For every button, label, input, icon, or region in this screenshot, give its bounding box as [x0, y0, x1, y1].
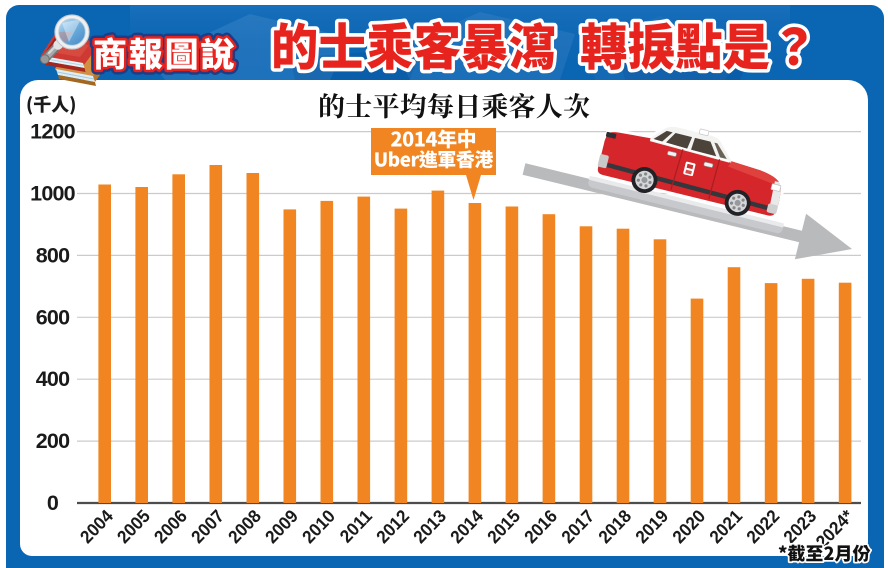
svg-text:2004: 2004 [76, 505, 117, 547]
svg-text:2017: 2017 [557, 506, 598, 548]
svg-text:2012: 2012 [372, 505, 413, 547]
svg-text:2021: 2021 [705, 505, 746, 547]
svg-text:1200: 1200 [30, 120, 75, 144]
svg-text:600: 600 [36, 305, 70, 329]
svg-text:2009: 2009 [261, 505, 302, 547]
svg-text:2022: 2022 [742, 505, 783, 547]
svg-text:2020: 2020 [668, 505, 709, 547]
svg-text:1000: 1000 [30, 182, 75, 206]
svg-text:2015: 2015 [483, 505, 524, 547]
svg-text:2014: 2014 [446, 505, 487, 547]
svg-text:2018: 2018 [594, 505, 635, 547]
svg-text:2013: 2013 [409, 505, 450, 547]
svg-text:2011: 2011 [336, 505, 377, 546]
svg-text:200: 200 [36, 429, 70, 453]
svg-text:2016: 2016 [520, 505, 561, 547]
svg-text:400: 400 [36, 367, 70, 391]
svg-text:2008: 2008 [224, 505, 265, 547]
svg-text:2005: 2005 [113, 505, 154, 547]
svg-text:2019: 2019 [631, 505, 672, 547]
svg-text:2006: 2006 [150, 505, 191, 547]
svg-text:0: 0 [47, 491, 59, 515]
svg-text:2010: 2010 [298, 505, 339, 547]
svg-text:800: 800 [36, 243, 70, 267]
svg-text:2007: 2007 [187, 506, 228, 548]
